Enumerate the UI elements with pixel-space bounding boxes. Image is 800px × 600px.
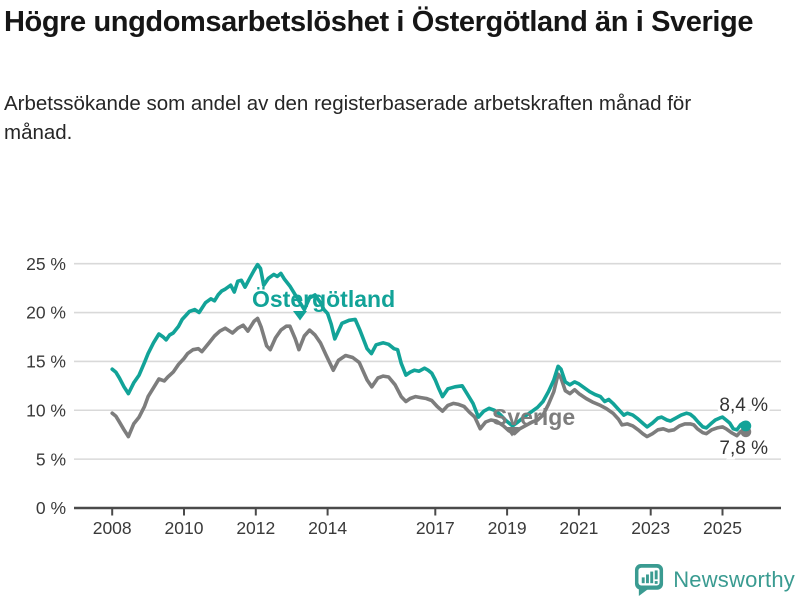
series-label-caret-icon-stergtland: [293, 311, 307, 321]
unemployment-line-chart: 0 % 5 % 10 % 15 % 20 % 25 % 2008 2010 2012 2014 20…: [26, 254, 781, 538]
newsworthy-wordmark: Newsworthy: [673, 567, 795, 592]
series-end-dot-stergtland: [740, 420, 752, 432]
x-tick-label: 2012: [236, 518, 275, 538]
series-label-caret-icon-sverige: [505, 427, 519, 437]
end-value-label-sverige: 7,8 %: [719, 438, 768, 459]
x-tick-label: 2010: [165, 518, 204, 538]
y-tick-label: 15 %: [26, 352, 66, 372]
newsworthy-logo: Newsworthy: [634, 563, 795, 597]
page-title: Högre ungdomsarbetslöshet i Östergötland…: [4, 6, 754, 38]
chart-header: Högre ungdomsarbetslöshet i Östergötland…: [4, 4, 796, 147]
series-line-sverige: [110, 316, 748, 439]
end-value-label-stergtland: 8,4 %: [719, 395, 768, 416]
y-tick-label: 20 %: [26, 303, 66, 323]
x-tick-label: 2017: [416, 518, 455, 538]
chart-subtitle: Arbetssökande som andel av den registerb…: [4, 92, 692, 144]
y-tick-label: 0 %: [36, 498, 66, 518]
x-tick-label: 2021: [559, 518, 598, 538]
chart-area: 0 % 5 % 10 % 15 % 20 % 25 % 2008 2010 2012 2014 20…: [0, 238, 800, 550]
bar-chart-bubble-icon: [635, 564, 664, 596]
y-tick-label: 5 %: [36, 449, 66, 469]
series-label-stergtland: Östergötland: [252, 286, 395, 312]
y-tick-label: 10 %: [26, 400, 66, 420]
y-tick-label: 25 %: [26, 254, 66, 274]
series-label-sverige: Sverige: [492, 404, 575, 430]
x-tick-label: 2019: [488, 518, 527, 538]
series-line-stergtland: [110, 262, 748, 432]
x-tick-label: 2008: [93, 518, 132, 538]
x-tick-label: 2014: [308, 518, 347, 538]
x-tick-label: 2025: [703, 518, 742, 538]
x-tick-label: 2023: [631, 518, 670, 538]
